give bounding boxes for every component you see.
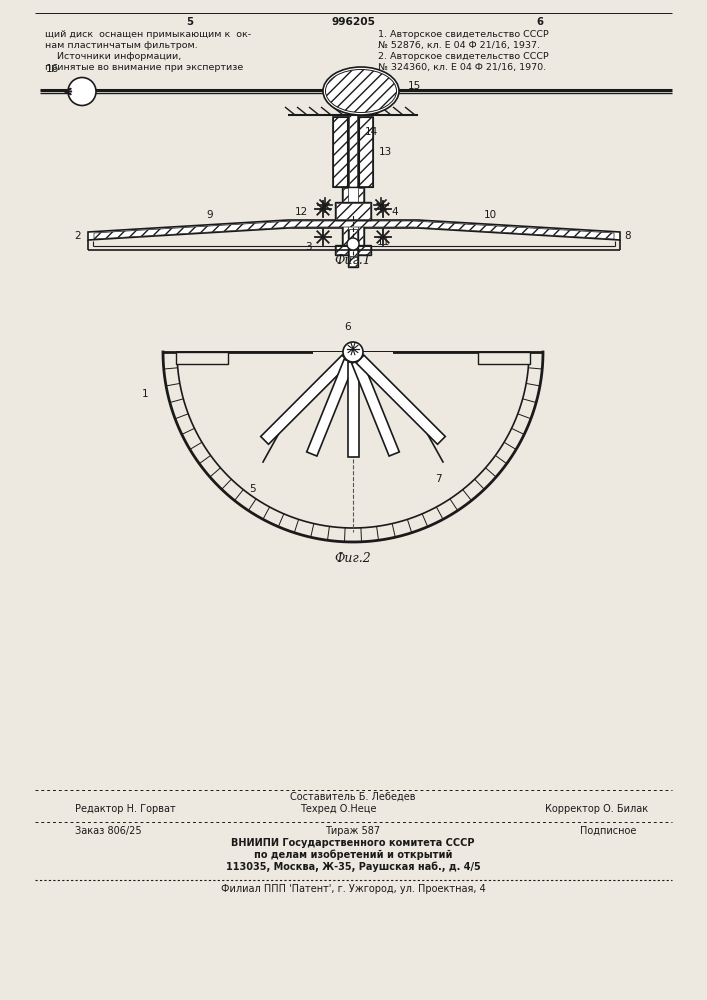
Bar [349, 229, 357, 256]
Text: Тираж 587: Тираж 587 [325, 826, 380, 836]
Bar [176, 352, 228, 364]
Text: 996205: 996205 [331, 17, 375, 27]
Text: Корректор О. Билак: Корректор О. Билак [545, 804, 648, 814]
Bar [343, 188, 348, 246]
Circle shape [68, 78, 96, 105]
Text: 4: 4 [392, 207, 398, 217]
Bar [336, 246, 370, 254]
Text: Заказ 806/25: Заказ 806/25 [75, 826, 141, 836]
Text: щий диск  оснащен примыкающим к  ок-: щий диск оснащен примыкающим к ок- [45, 30, 251, 39]
Text: 14: 14 [364, 127, 378, 137]
Text: Филиал ППП 'Патент', г. Ужгород, ул. Проектная, 4: Филиал ППП 'Патент', г. Ужгород, ул. Про… [221, 884, 486, 894]
Bar [342, 187, 364, 247]
Bar [335, 202, 371, 220]
Text: Редактор Н. Горват: Редактор Н. Горват [75, 804, 176, 814]
Text: 8: 8 [625, 231, 631, 241]
Text: 10: 10 [484, 210, 496, 220]
Text: Фиг.2: Фиг.2 [334, 552, 371, 565]
Circle shape [347, 238, 359, 250]
Circle shape [343, 342, 363, 362]
Text: 15: 15 [407, 81, 421, 91]
Bar [348, 187, 358, 267]
Text: 13: 13 [378, 147, 392, 157]
Text: 5: 5 [250, 484, 257, 494]
Text: Фиг.1: Фиг.1 [334, 254, 371, 267]
Text: 3: 3 [305, 242, 311, 252]
Text: нам пластинчатым фильтром.: нам пластинчатым фильтром. [45, 41, 198, 50]
Polygon shape [261, 355, 350, 444]
Text: 16: 16 [45, 64, 59, 75]
Bar [349, 113, 357, 191]
Text: № 52876, кл. Е 04 Ф 21/16, 1937.: № 52876, кл. Е 04 Ф 21/16, 1937. [378, 41, 540, 50]
Text: принятые во внимание при экспертизе: принятые во внимание при экспертизе [45, 63, 243, 72]
Bar [336, 203, 370, 219]
Bar [359, 117, 373, 187]
Text: Подписное: Подписное [580, 826, 636, 836]
Polygon shape [356, 355, 445, 444]
Text: 2. Авторское свидетельство СССР: 2. Авторское свидетельство СССР [378, 52, 549, 61]
Text: 6: 6 [537, 17, 544, 27]
Text: 9: 9 [206, 210, 214, 220]
Text: ВНИИПИ Государственного комитета СССР: ВНИИПИ Государственного комитета СССР [231, 838, 474, 848]
Polygon shape [351, 359, 399, 456]
Polygon shape [348, 362, 358, 457]
Text: Источники информации,: Источники информации, [45, 52, 181, 61]
Bar [348, 230, 358, 255]
Bar [333, 117, 347, 187]
Text: Составитель Б. Лебедев: Составитель Б. Лебедев [291, 792, 416, 802]
Text: 5: 5 [187, 17, 194, 27]
Text: 1. Авторское свидетельство СССР: 1. Авторское свидетельство СССР [378, 30, 549, 39]
Text: 7: 7 [435, 474, 441, 484]
Text: 1: 1 [141, 389, 148, 399]
Text: по делам изобретений и открытий: по делам изобретений и открытий [254, 850, 452, 860]
Text: 6: 6 [345, 322, 351, 332]
Bar [348, 112, 358, 192]
Text: 2: 2 [75, 231, 81, 241]
Bar [349, 188, 357, 266]
Text: Техред О.Неце: Техред О.Неце [300, 804, 377, 814]
Text: 113035, Москва, Ж-35, Раушская наб., д. 4/5: 113035, Москва, Ж-35, Раушская наб., д. … [226, 861, 480, 872]
Bar [313, 352, 393, 362]
Ellipse shape [323, 67, 399, 115]
Text: 11: 11 [376, 237, 390, 247]
Text: 12: 12 [294, 207, 308, 217]
Bar [335, 245, 371, 255]
Text: № 324360, кл. Е 04 Ф 21/16, 1970.: № 324360, кл. Е 04 Ф 21/16, 1970. [378, 63, 546, 72]
Bar [358, 188, 363, 246]
Bar [478, 352, 530, 364]
Polygon shape [307, 359, 354, 456]
Polygon shape [88, 220, 620, 240]
Bar [333, 117, 373, 187]
Polygon shape [94, 221, 614, 239]
